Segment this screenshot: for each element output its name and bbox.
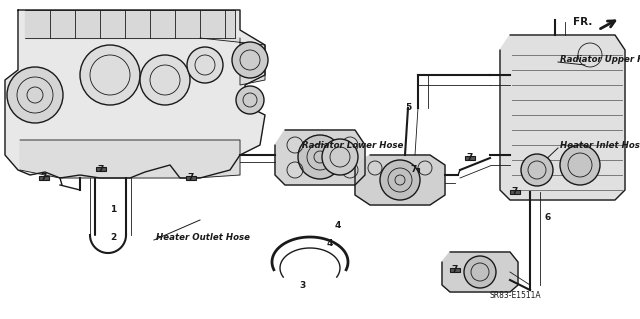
Text: Radiator Lower Hose: Radiator Lower Hose [302,141,403,150]
Text: 1: 1 [110,204,116,213]
Polygon shape [500,35,625,200]
Text: 7: 7 [41,174,47,182]
Polygon shape [20,140,240,178]
Polygon shape [5,10,265,178]
Bar [39,176,49,180]
Text: 6: 6 [545,213,551,222]
Circle shape [380,160,420,200]
Bar [409,168,419,172]
Circle shape [140,55,190,105]
Circle shape [187,47,223,83]
Circle shape [236,86,264,114]
Text: 2: 2 [110,233,116,241]
Text: Heater Inlet Hose: Heater Inlet Hose [560,141,640,150]
Text: Heater Outlet Hose: Heater Outlet Hose [156,233,250,242]
Bar [510,190,520,194]
Text: FR.: FR. [573,17,593,27]
Circle shape [80,45,140,105]
Text: SR83-E1511A: SR83-E1511A [490,292,541,300]
Text: 4: 4 [335,220,341,229]
Circle shape [322,139,358,175]
Text: 7: 7 [188,174,194,182]
Circle shape [232,42,268,78]
Circle shape [298,135,342,179]
Text: 4: 4 [327,239,333,248]
Circle shape [464,256,496,288]
Text: 7: 7 [411,166,417,174]
Text: 7: 7 [98,165,104,174]
Text: Radiator Upper Hose: Radiator Upper Hose [560,55,640,64]
Polygon shape [442,252,518,292]
Text: 7: 7 [452,265,458,275]
Polygon shape [355,155,445,205]
Text: 7: 7 [467,153,473,162]
Text: 5: 5 [405,103,411,113]
Text: 7: 7 [512,188,518,197]
Circle shape [521,154,553,186]
Bar [450,268,460,272]
Polygon shape [200,38,265,85]
Circle shape [7,67,63,123]
Polygon shape [275,130,365,185]
Circle shape [560,145,600,185]
Text: 3: 3 [299,280,305,290]
Polygon shape [25,10,235,38]
Bar [96,167,106,171]
Bar [465,156,475,160]
Bar [186,176,196,180]
